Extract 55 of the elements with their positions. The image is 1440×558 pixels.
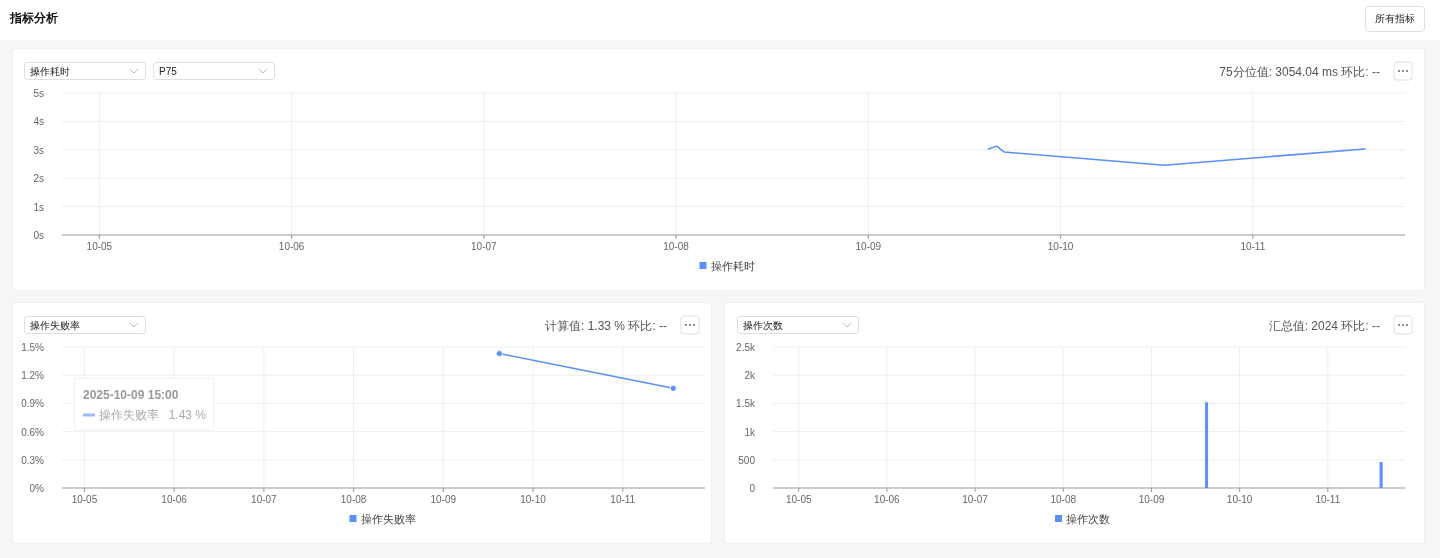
y-tick-label: 0.9%	[21, 398, 45, 410]
legend-label: 操作次数	[1066, 513, 1110, 525]
y-tick-label: 5s	[33, 88, 44, 99]
y-tick-label: 1.2%	[21, 370, 45, 382]
annotation: 2025-10-09 15:00	[83, 388, 179, 402]
x-tick-label: 10-07	[251, 494, 278, 505]
y-tick-label: 1s	[33, 201, 44, 213]
x-tick-label: 10-06	[278, 241, 305, 252]
annotation: 操作失败率	[99, 408, 159, 422]
y-tick-label: 0	[749, 483, 756, 494]
text: 75分位值: 3054.04 ms 环比: --	[1219, 64, 1380, 81]
text: 指标分析	[10, 10, 58, 27]
x-tick-label: 10-06	[874, 494, 901, 505]
x-tick-label: 10-08	[663, 241, 690, 252]
x-tick-label: 10-10	[520, 494, 547, 505]
x-tick-label: 10-10	[1047, 241, 1074, 252]
y-tick-label: 1.5%	[21, 342, 45, 353]
y-tick-label: 1.5k	[736, 398, 756, 410]
x-tick-label: 10-05	[86, 241, 113, 252]
y-tick-label: 2.5k	[736, 342, 756, 353]
legend-label: 操作耗时	[710, 260, 755, 272]
text: 所有指标	[1365, 6, 1425, 32]
x-tick-label: 10-09	[1138, 494, 1165, 505]
y-tick-label: 0.6%	[21, 426, 45, 438]
text: 操作耗时	[24, 62, 146, 80]
x-tick-label: 10-08	[1050, 494, 1077, 505]
x-tick-label: 10-11	[610, 494, 636, 505]
x-tick-label: 10-10	[1226, 494, 1253, 505]
y-tick-label: 1k	[744, 426, 756, 438]
x-tick-label: 10-05	[71, 494, 98, 505]
y-tick-label: 0s	[33, 230, 44, 241]
y-tick-label: 3s	[33, 144, 44, 156]
y-tick-label: 4s	[33, 116, 44, 128]
annotation: 1.43 %	[168, 408, 207, 422]
x-tick-label: 10-09	[430, 494, 457, 505]
y-tick-label: 2s	[33, 173, 44, 185]
x-tick-label: 10-07	[962, 494, 989, 505]
x-tick-label: 10-09	[855, 241, 882, 252]
x-tick-label: 10-11	[1240, 241, 1266, 252]
x-tick-label: 10-11	[1315, 494, 1341, 505]
text: P75	[153, 62, 275, 80]
x-tick-label: 10-05	[785, 494, 812, 505]
y-tick-label: 500	[738, 454, 756, 466]
y-tick-label: 0%	[29, 483, 45, 494]
x-tick-label: 10-08	[340, 494, 367, 505]
text: 操作次数	[737, 316, 859, 334]
text: 汇总值: 2024 环比: --	[1268, 318, 1380, 335]
y-tick-label: 2k	[744, 370, 756, 382]
text: 计算值: 1.33 % 环比: --	[544, 318, 667, 335]
x-tick-label: 10-07	[471, 241, 498, 252]
y-tick-label: 0.3%	[21, 454, 45, 466]
text: 操作失败率	[24, 316, 146, 334]
x-tick-label: 10-06	[161, 494, 188, 505]
legend-label: 操作失败率	[360, 513, 416, 525]
line-series	[987, 145, 1366, 166]
